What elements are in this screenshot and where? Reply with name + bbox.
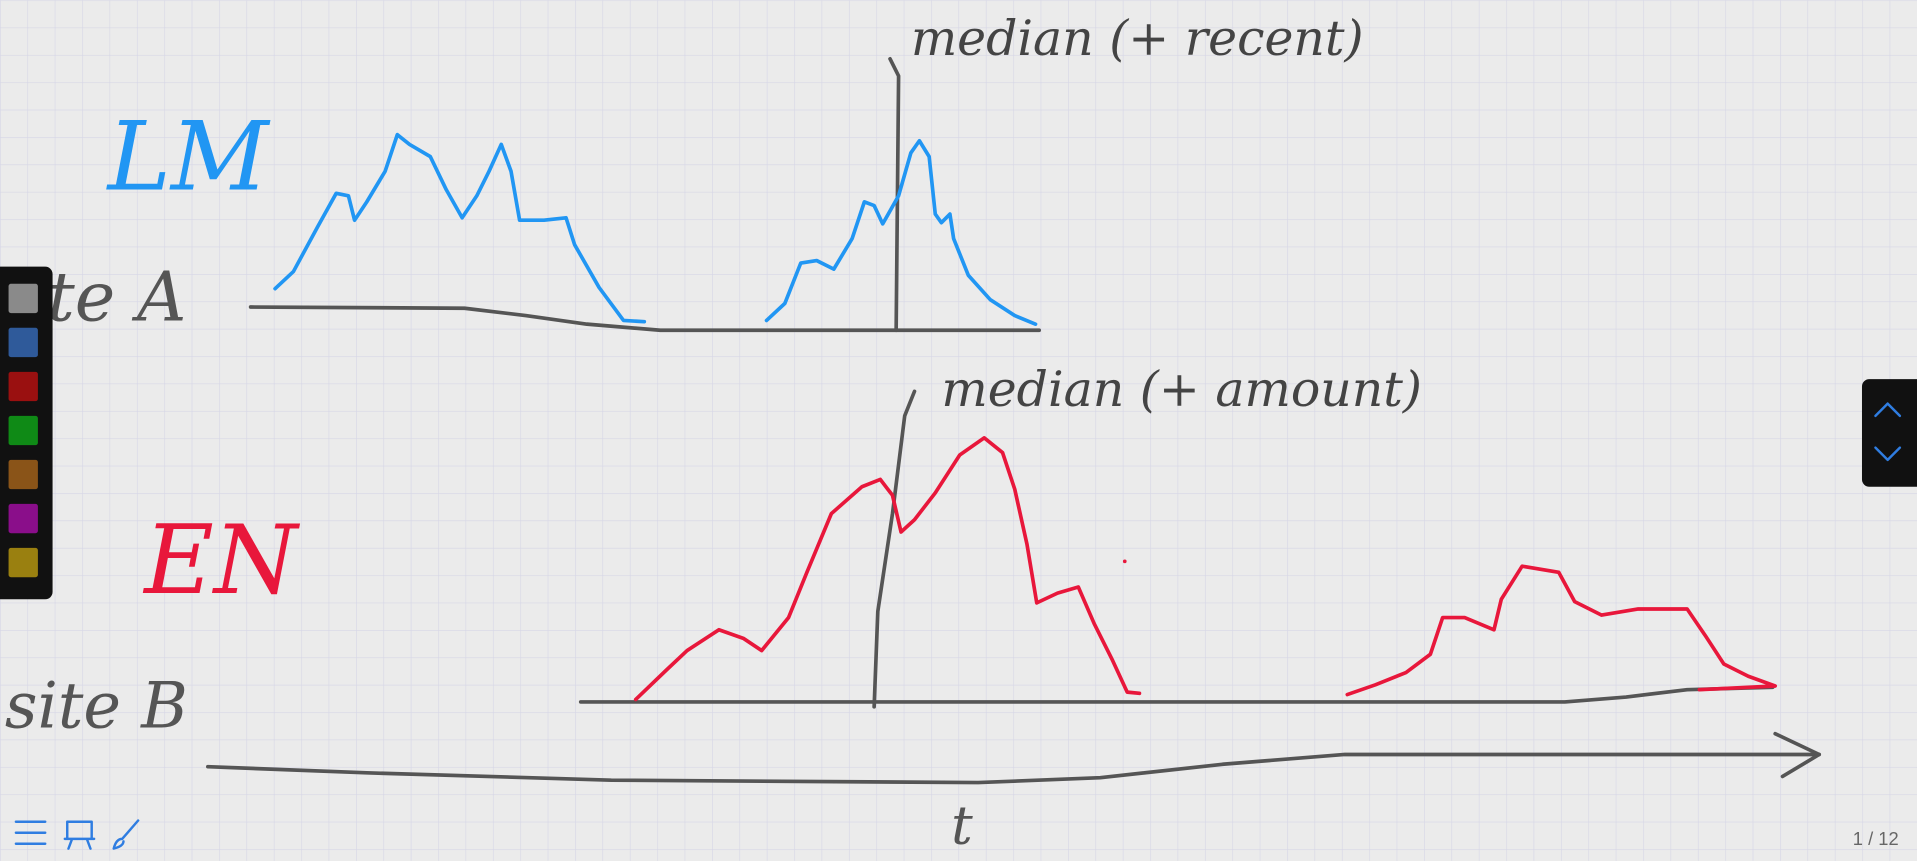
stroke [248, 305, 1042, 333]
menu-icon [14, 820, 47, 845]
next-slide-button[interactable] [1866, 433, 1915, 475]
slides-icon [63, 820, 96, 850]
button-area[interactable] [1866, 433, 1915, 475]
annotation: t [951, 794, 973, 857]
stroke [206, 752, 1822, 785]
color-swatch[interactable] [8, 415, 38, 446]
page-counter: 1 / 12 [1853, 828, 1899, 849]
color-swatch[interactable] [8, 371, 38, 402]
stroke [273, 132, 647, 324]
annotation: EN [142, 505, 301, 616]
color-swatch[interactable] [8, 503, 38, 534]
stroke [764, 138, 1038, 326]
menu-button[interactable] [10, 817, 52, 851]
slides-button[interactable] [59, 817, 101, 851]
annotation: LM [106, 102, 271, 213]
button-area[interactable] [1866, 389, 1915, 431]
color-swatch[interactable] [8, 547, 38, 578]
annotation: site B [5, 669, 188, 743]
slide-navigation [1861, 379, 1917, 487]
annotation: median (+ recent) [911, 10, 1364, 67]
stroke [1773, 731, 1822, 779]
chevron-down-icon [1874, 446, 1902, 462]
annotation: median (+ amount) [941, 361, 1422, 418]
nav-panel [1861, 379, 1917, 487]
stroke [1122, 559, 1127, 564]
pen-button[interactable] [108, 817, 147, 851]
stroke [633, 436, 1142, 702]
stroke [872, 389, 917, 709]
color-swatch[interactable] [8, 283, 38, 314]
stroke [888, 57, 901, 333]
brush-icon [112, 819, 140, 850]
color-swatch[interactable] [8, 459, 38, 490]
color-palette [0, 266, 53, 600]
previous-slide-button[interactable] [1866, 389, 1915, 431]
chevron-up-icon [1874, 402, 1902, 418]
stroke [1345, 564, 1778, 697]
color-swatch[interactable] [8, 327, 38, 358]
